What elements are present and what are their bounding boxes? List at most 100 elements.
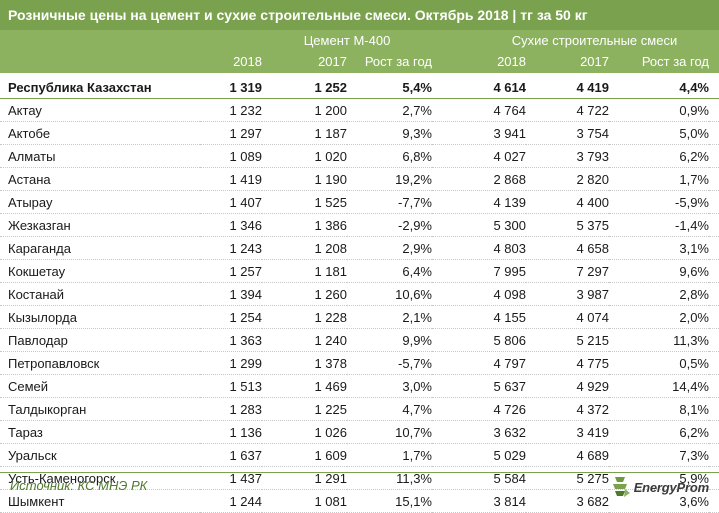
region-name: Тараз [0,420,200,444]
drymix-growth-cell: -5,9% [609,190,709,214]
region-name: Павлодар [0,328,200,352]
drymix-2018-cell: 4 027 [432,144,526,168]
drymix-2017-cell: 5 375 [526,213,609,237]
table-row: Атырау 1 407 1 525 -7,7% 4 139 4 400 -5,9% [0,190,719,214]
energyprom-logo: EnergyProm [611,474,709,500]
cement-2018-cell: 1 089 [200,144,262,168]
cement-2018-cell: 1 257 [200,259,262,283]
cement-2018-cell: 1 394 [200,282,262,306]
header-drymix-2018: 2018 [497,54,526,69]
drymix-2018-cell: 4 726 [432,397,526,421]
cement-2017-cell: 1 291 [262,466,347,490]
cement-2017-cell: 1 200 [262,98,347,122]
region-name: Петропавловск [0,351,200,375]
table-row: Актау 1 232 1 200 2,7% 4 764 4 722 0,9% [0,98,719,122]
drymix-growth-cell: 1,7% [609,167,709,191]
cement-growth-cell: 6,4% [347,259,432,283]
table-row: Уральск 1 637 1 609 1,7% 5 029 4 689 7,3% [0,443,719,467]
drymix-growth-cell: 6,2% [609,420,709,444]
drymix-2018-cell: 3 814 [432,489,526,513]
cement-2017-cell: 1 026 [262,420,347,444]
region-name: Талдыкорган [0,397,200,421]
row-padding [709,76,719,99]
row-padding [709,489,719,513]
drymix-growth-cell: 5,0% [609,121,709,145]
cement-growth-cell: 9,9% [347,328,432,352]
cement-2017-cell: 1 208 [262,236,347,260]
drymix-2017-cell: 5 215 [526,328,609,352]
drymix-growth-cell: 6,2% [609,144,709,168]
region-name: Актобе [0,121,200,145]
table-title: Розничные цены на цемент и сухие строите… [0,0,719,30]
row-padding [709,259,719,283]
footer-divider [0,472,719,473]
drymix-2017-cell: 4 689 [526,443,609,467]
cement-2017-cell: 1 252 [262,76,347,99]
drymix-2018-cell: 7 995 [432,259,526,283]
cement-growth-cell: -5,7% [347,351,432,375]
drymix-growth-cell: 0,5% [609,351,709,375]
source-note: Источник: КС МНЭ РК [10,478,148,493]
region-name: Костанай [0,282,200,306]
energyprom-logo-icon [612,477,630,497]
drymix-2018-cell: 4 614 [432,76,526,99]
table-row: Костанай 1 394 1 260 10,6% 4 098 3 987 2,8% [0,282,719,306]
region-name: Республика Казахстан [0,76,200,99]
region-name: Кызылорда [0,305,200,329]
cement-growth-cell: 11,3% [347,466,432,490]
drymix-2017-cell: 3 419 [526,420,609,444]
drymix-2017-cell: 4 400 [526,190,609,214]
cement-group-header: Цемент М-400 [303,33,391,48]
drymix-2018-cell: 4 797 [432,351,526,375]
drymix-2018-cell: 5 806 [432,328,526,352]
drymix-2017-cell: 3 754 [526,121,609,145]
drymix-2018-cell: 4 803 [432,236,526,260]
cement-2017-cell: 1 181 [262,259,347,283]
cement-2018-cell: 1 283 [200,397,262,421]
row-padding [709,98,719,122]
region-name: Уральск [0,443,200,467]
drymix-2018-cell: 2 868 [432,167,526,191]
table-row: Астана 1 419 1 190 19,2% 2 868 2 820 1,7% [0,167,719,191]
table-row: Талдыкорган 1 283 1 225 4,7% 4 726 4 372 8,1% [0,397,719,421]
row-padding [709,328,719,352]
cement-2018-cell: 1 243 [200,236,262,260]
row-padding [709,190,719,214]
cement-growth-cell: 3,0% [347,374,432,398]
drymix-growth-cell: 9,6% [609,259,709,283]
cement-2017-cell: 1 378 [262,351,347,375]
drymix-2017-cell: 4 372 [526,397,609,421]
cement-growth-cell: 10,7% [347,420,432,444]
row-padding [709,443,719,467]
region-name: Астана [0,167,200,191]
drymix-growth-cell: -1,4% [609,213,709,237]
cement-2018-cell: 1 319 [200,76,262,99]
price-table: Республика Казахстан 1 319 1 252 5,4% 4 614 4… [0,76,719,513]
drymix-2017-cell: 4 775 [526,351,609,375]
cement-2017-cell: 1 020 [262,144,347,168]
drymix-2018-cell: 4 139 [432,190,526,214]
cement-2017-cell: 1 081 [262,489,347,513]
drymix-2017-cell: 3 987 [526,282,609,306]
header-cement-2018: 2018 [233,54,262,69]
region-name: Актау [0,98,200,122]
cement-2018-cell: 1 407 [200,190,262,214]
region-name: Кокшетау [0,259,200,283]
header-drymix-growth: Рост за год [641,54,709,69]
cement-2017-cell: 1 190 [262,167,347,191]
row-padding [709,236,719,260]
drymix-2018-cell: 4 098 [432,282,526,306]
group-header-row: Цемент М-400 Сухие строительные смеси [0,30,719,51]
drymix-growth-cell: 14,4% [609,374,709,398]
drymix-2017-cell: 4 074 [526,305,609,329]
table-row: Кызылорда 1 254 1 228 2,1% 4 155 4 074 2,0% [0,305,719,329]
cement-growth-cell: 5,4% [347,76,432,99]
row-padding [709,282,719,306]
table-row: Петропавловск 1 299 1 378 -5,7% 4 797 4 775 0,… [0,351,719,375]
row-padding [709,466,719,490]
drymix-growth-cell: 2,0% [609,305,709,329]
cement-2018-cell: 1 244 [200,489,262,513]
region-name: Семей [0,374,200,398]
table-row: Кокшетау 1 257 1 181 6,4% 7 995 7 297 9,6% [0,259,719,283]
total-row: Республика Казахстан 1 319 1 252 5,4% 4 614 4… [0,76,719,99]
